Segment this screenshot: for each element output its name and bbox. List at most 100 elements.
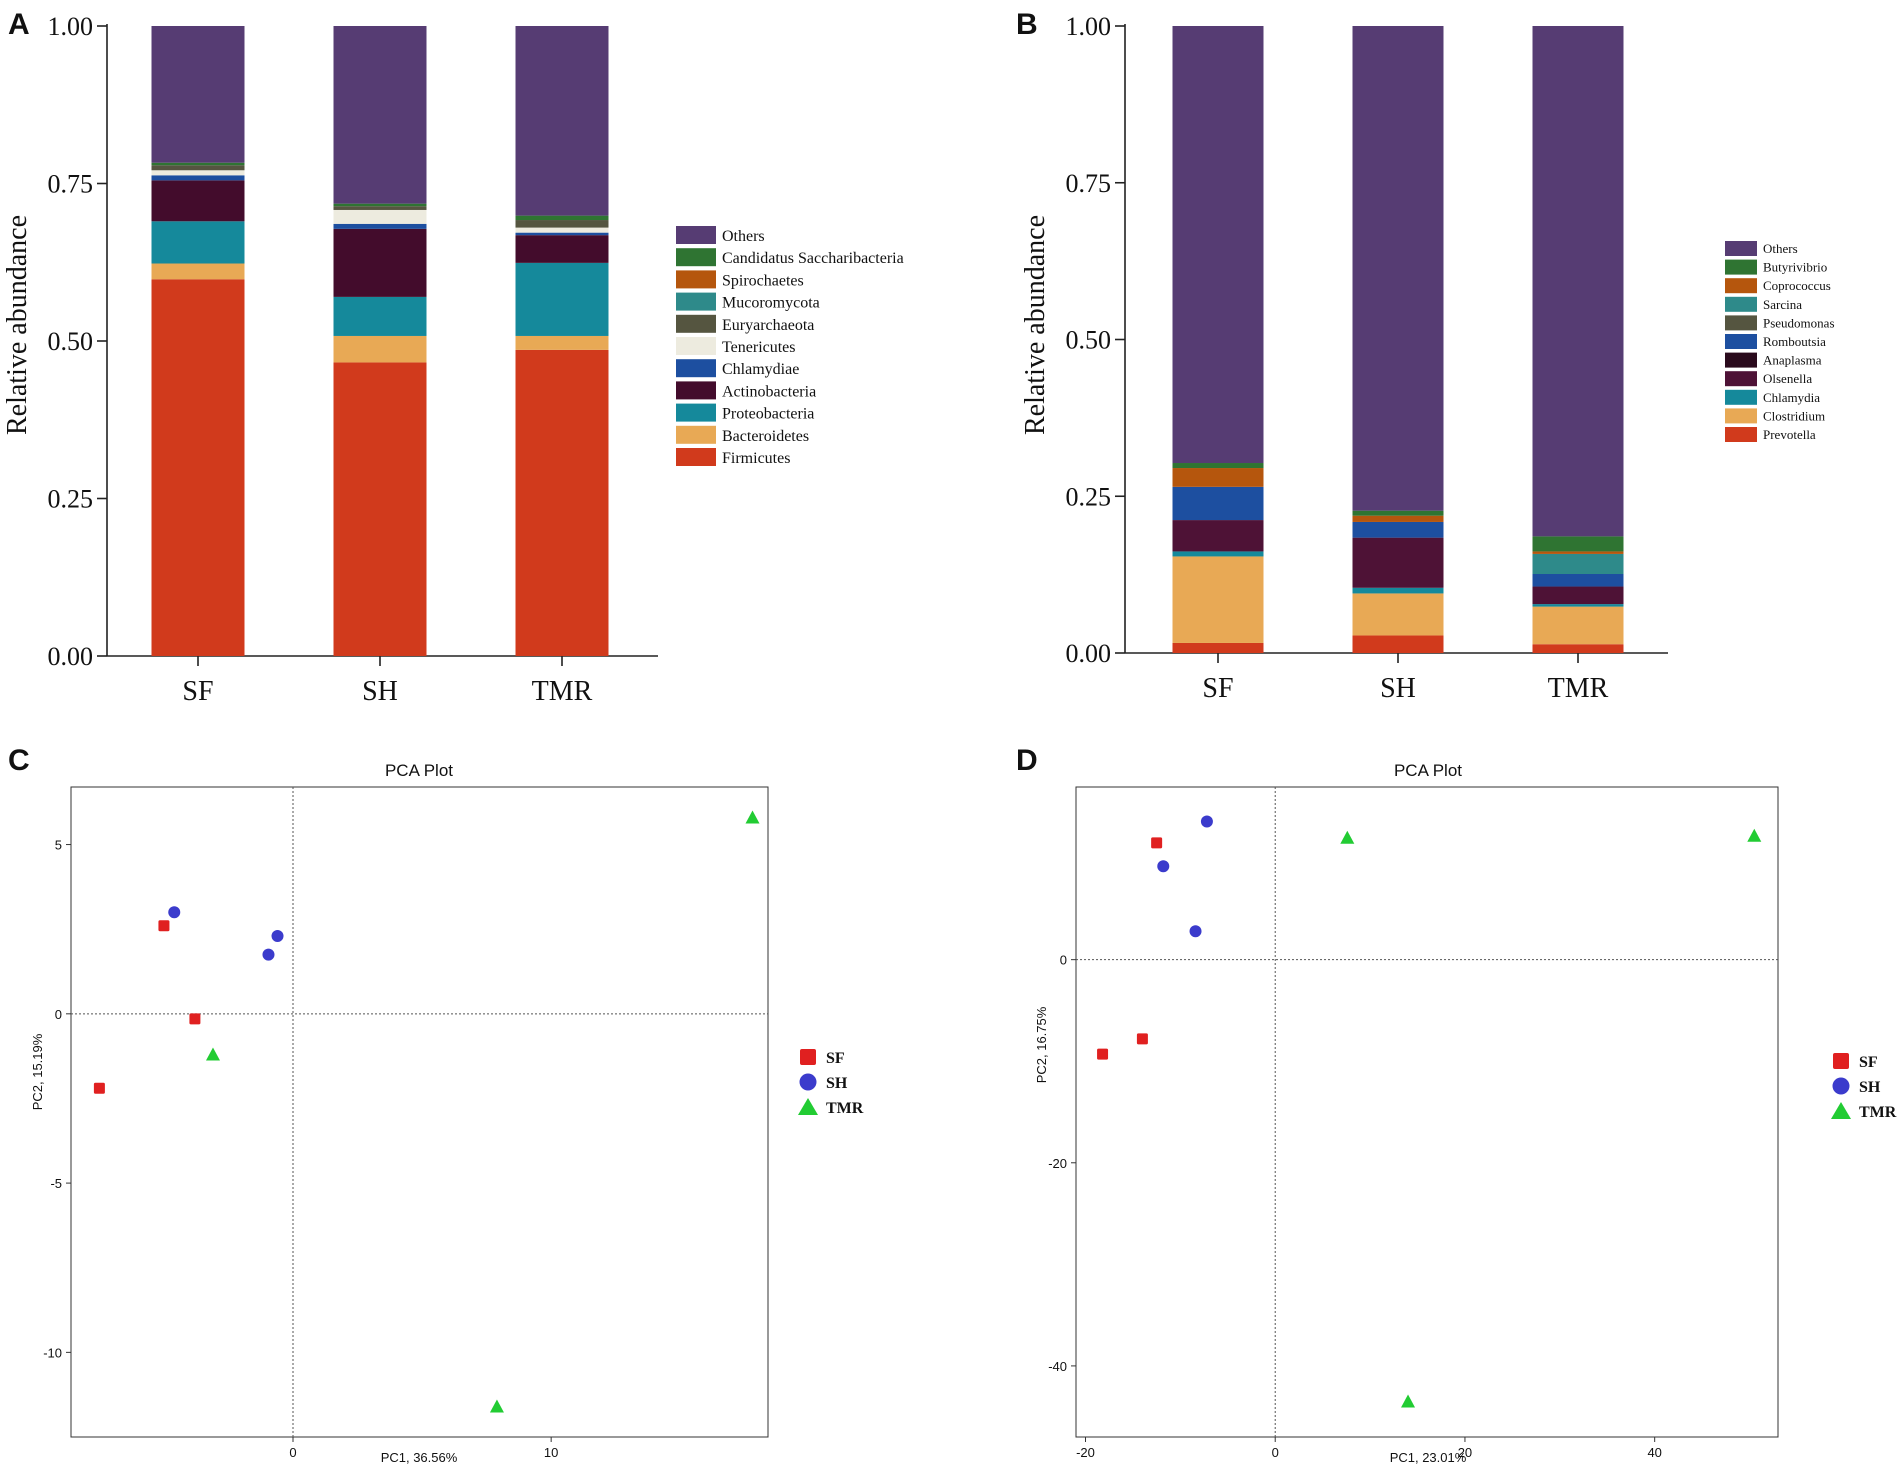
point-sh — [271, 929, 284, 942]
legend-label: Sarcina — [1763, 297, 1802, 312]
panel-a-legend: Others Candidatus Saccharibacteria Spiroch… — [676, 226, 904, 467]
x-tick-label: SF — [1202, 673, 1233, 704]
bar-segment — [515, 349, 609, 656]
y-tick-label: 0 — [1060, 953, 1067, 968]
legend-label: SF — [1859, 1054, 1878, 1071]
bar-segment — [1172, 556, 1264, 643]
legend-marker-tmr — [1831, 1102, 1851, 1119]
bar-segment — [333, 335, 427, 363]
y-tick-label: 1.00 — [48, 12, 94, 41]
bar-segment — [333, 296, 427, 336]
bar-segment — [1532, 606, 1624, 645]
legend-swatch — [676, 314, 716, 333]
panel-a: A 0.00 0.25 0.50 0.75 1.00 SF SH TMR Others Cand… — [2, 8, 904, 707]
bar-segment — [515, 235, 609, 263]
bar-segment — [1532, 536, 1624, 552]
legend-swatch — [676, 381, 716, 400]
x-tick-label: SF — [182, 676, 213, 707]
legend-label: SF — [826, 1050, 845, 1067]
panel-b-letter: B — [1016, 8, 1038, 41]
panel-c: C PCA Plot 0 10 5 0 -5 -10 SF SH TMR PC1, 36.56… — [8, 744, 864, 1465]
panel-a-letter: A — [8, 8, 30, 41]
bar-segment — [333, 362, 427, 656]
legend-label: Olsenella — [1763, 371, 1812, 386]
legend-swatch — [676, 270, 716, 289]
bar-segment — [151, 26, 245, 163]
point-sf — [158, 920, 170, 932]
bar-segment — [1172, 486, 1264, 521]
point-sf — [1097, 1048, 1109, 1060]
x-tick-label: SH — [1380, 673, 1416, 704]
bar-segment — [1352, 635, 1444, 653]
x-tick-label: -20 — [1076, 1445, 1095, 1460]
x-tick-label: 0 — [1272, 1445, 1279, 1460]
y-tick-label: 0.00 — [48, 642, 94, 671]
y-tick-label: -10 — [43, 1345, 62, 1360]
legend-label: TMR — [826, 1100, 864, 1117]
bar-segment — [1532, 551, 1624, 554]
y-tick-label: 0 — [55, 1007, 62, 1022]
panel-a-bars — [151, 26, 609, 656]
bar-segment — [1352, 521, 1444, 538]
point-sh — [168, 906, 181, 919]
y-tick-label: 0.25 — [48, 485, 94, 514]
legend-swatch — [1725, 334, 1757, 349]
legend-label: Bacteroidetes — [722, 428, 809, 445]
bar-segment — [333, 26, 427, 204]
bar-segment — [1172, 468, 1264, 487]
bar-segment — [333, 206, 427, 210]
legend-label: Butyrivibrio — [1763, 260, 1827, 275]
bar-segment — [515, 262, 609, 336]
bar-segment — [151, 165, 245, 171]
legend-swatch — [676, 226, 716, 244]
x-tick-label: 40 — [1647, 1445, 1661, 1460]
legend-label: Clostridium — [1763, 408, 1825, 423]
bar-segment — [333, 228, 427, 297]
y-tick-label: 0.50 — [48, 327, 94, 356]
legend-label: Spirochaetes — [722, 272, 804, 289]
bar-segment — [515, 335, 609, 350]
bar-segment — [1172, 26, 1264, 464]
bar-segment — [1532, 604, 1624, 607]
bar-segment — [333, 223, 427, 229]
legend-swatch — [676, 292, 716, 311]
bar-segment — [151, 162, 245, 166]
legend-label: Actinobacteria — [722, 383, 816, 400]
panel-b: B 0.00 0.25 0.50 0.75 1.00 SF SH TMR Others Buty… — [1016, 8, 1835, 704]
bar-segment — [515, 220, 609, 228]
legend-label: Tenericutes — [722, 339, 796, 356]
y-tick-label: 0.50 — [1066, 326, 1112, 355]
legend-label: SH — [826, 1075, 848, 1092]
plot-frame — [1075, 786, 1779, 1438]
panel-d-xlabel: PC1, 23.01% — [1390, 1450, 1467, 1465]
legend-swatch — [1725, 408, 1757, 424]
point-sf — [189, 1013, 201, 1025]
panel-b-ylabel: Relative abundance — [1020, 215, 1051, 435]
x-tick-label: 0 — [289, 1445, 296, 1460]
legend-swatch — [1725, 427, 1757, 442]
bar-segment — [515, 227, 609, 233]
legend-label: Romboutsia — [1763, 334, 1826, 349]
legend-label: Pseudomonas — [1763, 315, 1835, 330]
legend-label: Others — [722, 228, 765, 245]
y-tick-label: -5 — [50, 1176, 62, 1191]
legend-swatch — [1725, 241, 1757, 256]
panel-d-ylabel: PC2, 16.75% — [1034, 1006, 1049, 1083]
y-tick-label: 5 — [55, 838, 62, 853]
legend-swatch — [1725, 371, 1757, 387]
bar-segment — [151, 175, 245, 181]
bar-segment — [1352, 26, 1444, 511]
bar-segment — [151, 263, 245, 280]
panel-d: D PCA Plot -20 0 20 40 0 -20 -40 SF SH TMR PC1, … — [1016, 744, 1897, 1465]
legend-label: Prevotella — [1763, 427, 1816, 442]
legend-swatch — [676, 425, 716, 444]
bar-segment — [151, 221, 245, 264]
point-sf — [93, 1082, 105, 1094]
panel-a-axes: 0.00 0.25 0.50 0.75 1.00 SF SH TMR — [48, 12, 658, 707]
bar-segment — [1172, 551, 1264, 557]
legend-swatch — [676, 448, 716, 466]
legend-swatch — [676, 359, 716, 378]
bar-segment — [1532, 644, 1624, 653]
panel-d-plot: -20 0 20 40 0 -20 -40 — [1048, 786, 1779, 1460]
legend-label: SH — [1859, 1079, 1881, 1096]
